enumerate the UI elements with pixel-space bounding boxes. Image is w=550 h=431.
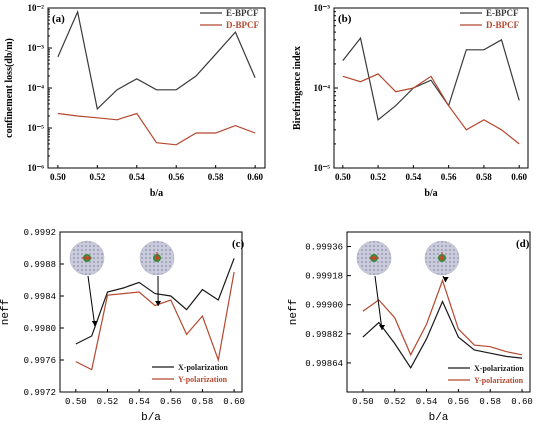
pointer-arrow-head	[155, 301, 162, 306]
x-tick-label: 0.60	[511, 172, 527, 182]
y-tick-label: 0.9988	[24, 260, 56, 270]
x-tick-label: 0.56	[448, 397, 470, 407]
x-tick-label: 0.50	[50, 172, 66, 182]
plot-frame	[47, 7, 266, 169]
y-tick-label: 10⁻⁵	[28, 123, 45, 133]
x-tick-label: 0.60	[223, 397, 245, 407]
series-line-d-bpcf	[57, 112, 256, 146]
x-tick-label: 0.60	[511, 397, 533, 407]
x-tick-label: 0.58	[208, 172, 224, 182]
y-axis-title: neff	[288, 299, 300, 325]
y-tick-label: 0.99864	[305, 359, 343, 369]
y-tick-label: 0.99918	[305, 272, 343, 282]
y-tick-label: 0.99936	[305, 243, 343, 253]
pointer-arrow	[374, 275, 383, 331]
pointer-arrow-head	[379, 325, 386, 330]
y-axis-title: confinement loss(db/m)	[4, 38, 15, 138]
y-tick-label: 0.9984	[24, 292, 56, 302]
x-axis-title: b/a	[150, 188, 163, 199]
legend-label: E-BPCF	[226, 8, 259, 18]
x-tick-label: 0.50	[65, 397, 87, 407]
x-tick-label: 0.58	[476, 172, 492, 182]
plot-frame	[333, 7, 529, 169]
series-line-x-polarization	[75, 258, 235, 345]
pointer-arrow-head	[442, 277, 449, 282]
fiber-cross-section-inset	[139, 240, 175, 276]
series-line-e-bpcf	[57, 9, 256, 111]
series-line-y-polarization	[362, 278, 523, 357]
legend-label: Y-polarization	[178, 375, 228, 384]
x-tick-label: 0.56	[168, 172, 184, 182]
panel-c: 0.50 0.52 0.54 0.56 0.58 0.60 0.9972 0.9976 0.99…	[0, 228, 245, 424]
x-tick-label: 0.52	[97, 397, 119, 407]
y-tick-label: 0.99882	[305, 330, 343, 340]
x-tick-label: 0.54	[416, 397, 438, 407]
panel-b: 0.50 0.52 0.54 0.56 0.58 0.60 10⁻⁵ 10⁻⁴ 10⁻³ b/a B…	[292, 3, 529, 199]
y-tick-label: 0.9992	[24, 228, 56, 238]
x-tick-label: 0.52	[89, 172, 105, 182]
y-tick-label: 10⁻⁴	[314, 83, 331, 93]
y-tick-label: 10⁻⁴	[28, 83, 45, 93]
y-tick-label: 10⁻³	[314, 3, 331, 13]
pointer-arrow	[87, 275, 96, 327]
x-tick-label: 0.60	[247, 172, 263, 182]
x-axis-title: b/a	[424, 188, 437, 199]
y-tick-label: 0.9976	[24, 356, 56, 366]
y-tick-label: 10⁻⁵	[314, 163, 331, 173]
legend-label: D-BPCF	[226, 20, 259, 30]
series-line-e-bpcf	[342, 36, 520, 121]
y-tick-label: 0.99900	[305, 301, 343, 311]
legend-label: Y-polarization	[474, 376, 524, 385]
legend-label: D-BPCF	[486, 20, 519, 30]
panel-label: (a)	[52, 13, 65, 25]
legend-label: E-BPCF	[486, 8, 519, 18]
panel-a: 0.50 0.52 0.54 0.56 0.58 0.60 10⁻⁶ 10⁻⁵ 10⁻⁴ 10⁻³…	[4, 3, 266, 199]
plot-frame	[59, 231, 243, 393]
pointer-arrow-head	[91, 321, 98, 326]
x-tick-label: 0.56	[160, 397, 182, 407]
x-tick-label: 0.50	[335, 172, 351, 182]
x-tick-label: 0.52	[370, 172, 386, 182]
series-line-x-polarization	[362, 300, 523, 369]
x-tick-label: 0.54	[128, 397, 150, 407]
x-tick-label: 0.54	[129, 172, 145, 182]
panel-label: (c)	[232, 238, 245, 250]
x-tick-label: 0.58	[479, 397, 501, 407]
y-axis-title: neff	[0, 299, 12, 325]
x-tick-label: 0.52	[384, 397, 406, 407]
fiber-cross-section-inset	[69, 240, 105, 276]
x-tick-label: 0.54	[405, 172, 421, 182]
y-tick-label: 10⁻⁶	[28, 163, 45, 173]
panel-label: (b)	[338, 13, 352, 25]
fiber-cross-section-inset	[356, 240, 392, 276]
y-tick-label: 10⁻²	[28, 3, 45, 13]
x-axis-title: b/a	[141, 412, 161, 424]
panel-d: 0.50 0.52 0.54 0.56 0.58 0.60 0.99864 0.99882 0.…	[288, 231, 533, 424]
legend-label: X-polarization	[178, 363, 228, 372]
y-tick-label: 10⁻³	[28, 43, 45, 53]
y-axis-title: Birefringence index	[292, 46, 303, 130]
series-line-d-bpcf	[342, 73, 520, 145]
plot-frame	[346, 231, 531, 393]
legend-label: X-polarization	[474, 364, 524, 373]
fiber-cross-section-inset	[424, 240, 460, 276]
x-tick-label: 0.56	[441, 172, 457, 182]
x-tick-label: 0.50	[352, 397, 374, 407]
panel-label: (d)	[516, 238, 530, 250]
x-axis-title: b/a	[429, 412, 449, 424]
x-tick-label: 0.58	[192, 397, 214, 407]
y-tick-label: 0.9980	[24, 324, 56, 334]
series-line-y-polarization	[75, 271, 235, 371]
y-tick-label: 0.9972	[24, 388, 56, 398]
